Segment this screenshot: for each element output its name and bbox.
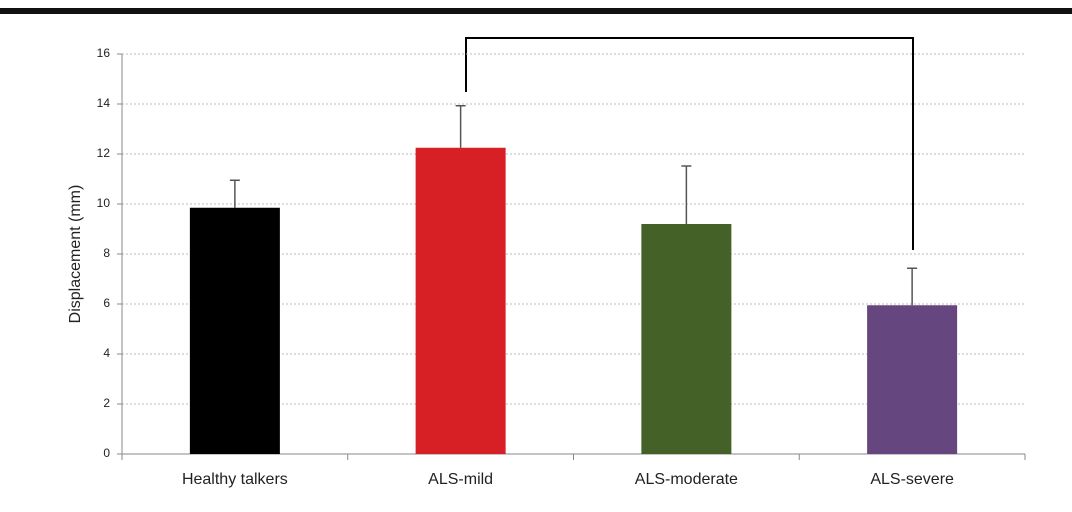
bar (641, 224, 732, 454)
x-tick-label: ALS-moderate (635, 471, 738, 488)
bar (867, 305, 958, 454)
top-rule (0, 8, 1072, 14)
x-tick-label: ALS-mild (428, 471, 493, 488)
y-tick-label: 0 (103, 446, 110, 460)
x-tick-label: ALS-severe (870, 471, 954, 488)
y-axis-label: Displacement (mm) (67, 185, 84, 324)
y-tick-label: 16 (97, 46, 111, 60)
y-tick-label: 8 (103, 246, 110, 260)
y-tick-label: 14 (97, 96, 111, 110)
bar (415, 147, 506, 454)
bar (189, 207, 280, 454)
y-tick-label: 4 (103, 346, 110, 360)
significance-bracket (465, 37, 914, 250)
x-tick-label: Healthy talkers (182, 471, 288, 488)
y-tick-label: 2 (103, 396, 110, 410)
y-tick-label: 10 (97, 196, 111, 210)
y-tick-label: 12 (97, 146, 111, 160)
y-tick-label: 6 (103, 296, 110, 310)
